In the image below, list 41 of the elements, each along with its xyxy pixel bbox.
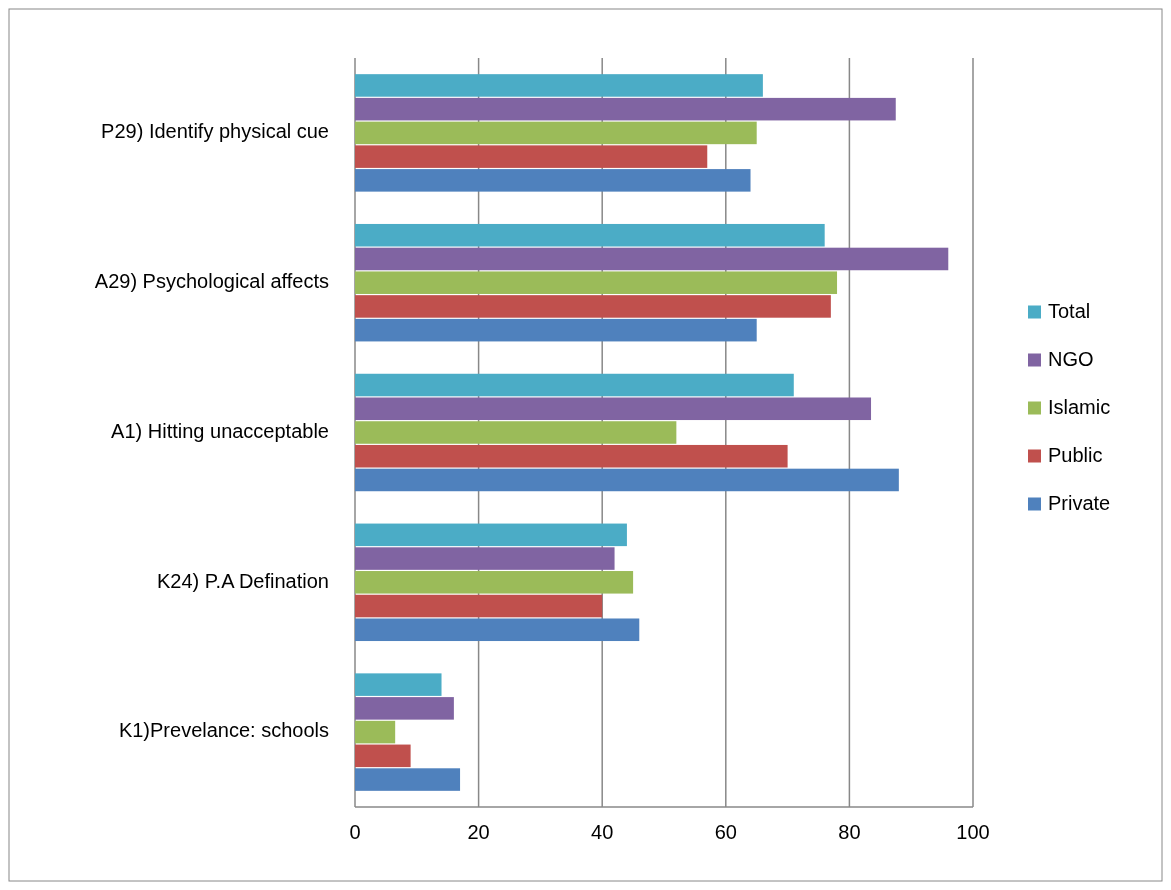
bar — [355, 169, 751, 192]
x-tick-label: 60 — [714, 821, 737, 843]
bar — [355, 271, 838, 294]
bar — [355, 697, 454, 720]
bar — [355, 673, 442, 696]
y-tick-label: P29) Identify physical cue — [101, 120, 329, 143]
bar — [355, 468, 899, 492]
y-tick-label: K24) P.A Defination — [157, 569, 329, 592]
legend-label: Private — [1048, 491, 1111, 514]
bar — [355, 247, 949, 271]
bar — [355, 421, 677, 444]
bar — [355, 594, 603, 618]
bar — [355, 97, 896, 121]
bar — [355, 744, 411, 768]
legend-label: NGO — [1048, 347, 1094, 370]
legend-label: Total — [1048, 299, 1091, 322]
bar — [355, 720, 396, 744]
bar — [355, 618, 640, 642]
bar — [355, 768, 461, 791]
x-tick-label: 80 — [838, 821, 861, 843]
bar — [355, 223, 825, 247]
bar — [355, 318, 757, 342]
bar — [355, 74, 763, 97]
bar — [355, 295, 831, 318]
x-tick-label: 0 — [349, 821, 361, 843]
bar — [355, 571, 634, 594]
bar — [355, 373, 794, 397]
bar — [355, 444, 788, 468]
y-tick-label: A1) Hitting unacceptable — [111, 419, 329, 442]
bar — [355, 547, 615, 570]
bar — [355, 145, 708, 168]
y-tick-label: K1)Prevelance: schools — [118, 719, 329, 742]
x-tick-label: 40 — [591, 821, 614, 843]
bar — [355, 397, 872, 421]
x-tick-label: 20 — [467, 821, 490, 843]
x-tick-label: 100 — [956, 821, 990, 843]
bar — [355, 121, 757, 145]
y-tick-label: A29) Psychological affects — [94, 269, 329, 292]
legend-label: Public — [1048, 443, 1103, 466]
legend-label: Islamic — [1048, 395, 1111, 418]
bar — [355, 523, 627, 547]
